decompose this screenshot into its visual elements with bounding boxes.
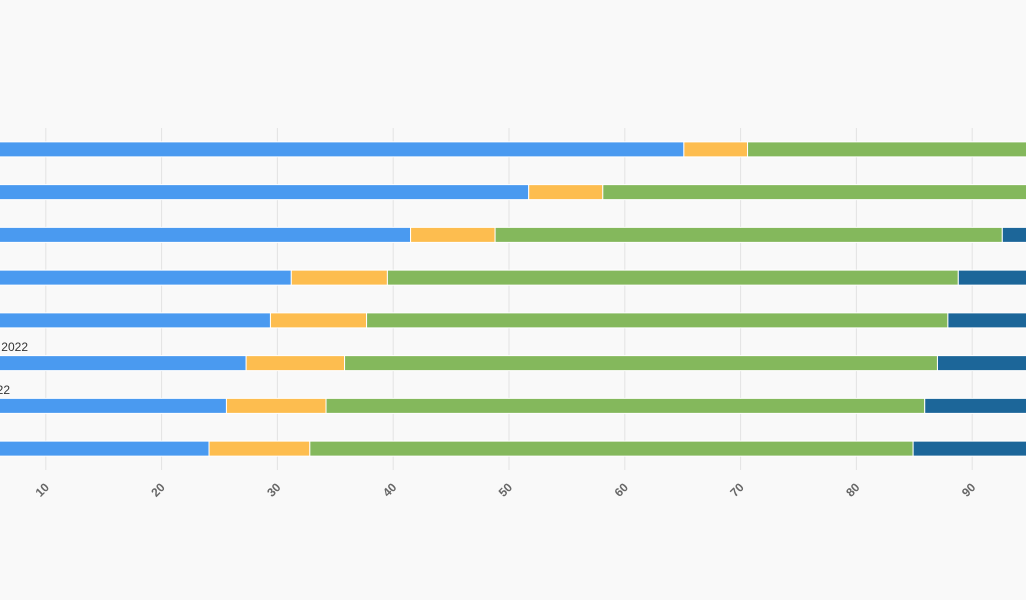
bar-segment: [936, 355, 1026, 372]
bar-segment: [0, 397, 227, 414]
category-label: 2022: [1, 340, 28, 354]
bar-segment: [344, 355, 938, 372]
bar-segment: [410, 226, 496, 243]
bar-segment: [494, 226, 1003, 243]
category-label: 22: [0, 383, 10, 397]
bar-segment: [947, 312, 1026, 329]
bar-segment: [269, 312, 368, 329]
bar-segment: [208, 440, 311, 457]
bar-segment: [957, 269, 1026, 286]
bar-segment: [0, 184, 530, 201]
bar-segment: [0, 269, 292, 286]
bar-segment: [924, 397, 1026, 414]
bar-segment: [528, 184, 604, 201]
bar-segment: [0, 312, 271, 329]
bar-segment: [747, 141, 1026, 158]
bar-segment: [366, 312, 949, 329]
bar-segment: [1001, 226, 1026, 243]
bar-segment: [912, 440, 1026, 457]
bar-segment: [309, 440, 914, 457]
bar-segment: [325, 397, 926, 414]
bar-segment: [0, 440, 210, 457]
bar-segment: [290, 269, 388, 286]
bar-segment: [0, 141, 685, 158]
bar-segment: [0, 226, 412, 243]
bar-segment: [683, 141, 749, 158]
bar-segment: [0, 355, 247, 372]
bar-segment: [386, 269, 959, 286]
bar-segment: [225, 397, 327, 414]
bar-segment: [245, 355, 346, 372]
bar-segment: [602, 184, 1026, 201]
